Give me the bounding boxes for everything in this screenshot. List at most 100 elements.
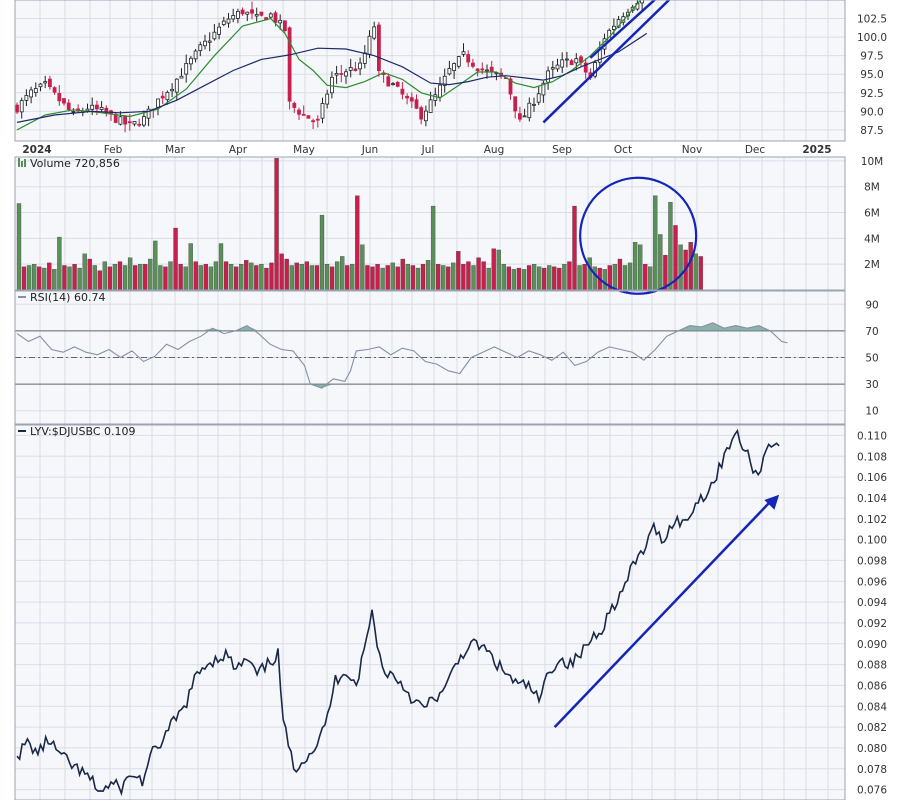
price-candle-body [156,98,160,108]
price-candle-body [391,83,395,86]
price-candle-body [400,88,405,95]
price-candle-body [212,31,217,40]
ratio-line [16,428,780,797]
volume-bar [567,261,572,291]
price-candle-body [184,62,189,75]
price-candle-body [311,120,316,123]
volume-bar [82,253,87,291]
volume-bar [309,265,315,291]
volume-bar [213,261,219,291]
rsi-legend-text: RSI(14) 60.74 [30,291,105,304]
volume-bar [148,258,153,291]
price-candle-body [315,118,320,121]
volume-bar [274,158,279,291]
price-candle-body [560,59,565,68]
volume-bar [92,265,97,291]
price-candle-body [24,95,29,101]
volume-bar [47,262,52,291]
volume-y-tick: 6M [864,208,880,220]
volume-bar [395,266,400,291]
x-axis-label: Oct [614,144,632,156]
price-candle-body [367,35,372,55]
volume-bar [72,264,77,291]
volume-bar [643,264,648,291]
volume-bar [183,266,188,291]
price-candle-body [466,54,471,63]
ratio-y-tick: 0.080 [857,743,887,755]
volume-bar [279,253,284,291]
volume-y-tick: 2M [864,259,880,271]
volume-bar [153,240,158,291]
volume-bar [112,264,118,291]
volume-bar [481,261,486,291]
volume-bar [239,264,244,291]
volume-bar [547,265,552,291]
volume-bar [420,264,426,291]
ratio-trend-arrow-shaft [553,499,773,728]
price-candle-body [438,84,442,98]
volume-bar [57,236,62,291]
price-candle-body [52,87,57,93]
price-candle-body [297,109,301,115]
price-candle-body [325,93,330,105]
ratio-y-tick: 0.084 [857,701,887,713]
volume-bar [552,266,557,291]
price-trend-line [542,0,671,124]
volume-bar [259,264,264,291]
price-candle-body [372,26,377,39]
panel-borders [14,0,846,800]
volume-bar [249,262,254,291]
rsi-overbought-fill [17,322,788,331]
volume-bar [67,266,72,291]
volume-bar [653,195,658,291]
y-axis-ticks: 102.5 100.0 97.5 95.0 92.5 90.0 87.5 10M 8M 6M 4M 2… [857,14,887,797]
volume-bar [173,227,178,291]
volume-bar [254,265,259,291]
price-candle-body [428,99,433,114]
price-candle-body [193,50,198,60]
ratio-y-tick: 0.106 [857,472,887,484]
rsi-y-tick: 90 [865,299,878,311]
volume-bar [521,269,527,291]
price-candle-body [165,91,170,101]
volume-bar [415,267,421,291]
volume-bar [638,244,643,291]
price-candle-body [278,19,283,24]
volume-bar [617,258,623,291]
volume-bar [208,266,214,291]
volume-bar [345,265,350,291]
ratio-plot [16,428,780,797]
ratio-y-tick: 0.088 [857,660,887,672]
x-axis-label: Aug [484,144,505,156]
price-candle-body [522,115,527,118]
ratio-y-tick: 0.094 [857,597,887,609]
volume-bar [299,264,304,291]
volume-y-tick: 4M [864,233,880,245]
x-axis-label: 2025 [802,144,831,156]
rsi-line [16,322,788,389]
volume-bar [668,202,673,291]
volume-bar [132,265,138,291]
volume-bar [264,267,269,291]
price-candle-body [146,108,151,119]
price-candle-body [376,24,381,72]
price-candle-body [405,95,410,99]
volume-bar [143,264,148,291]
volume-bar [456,251,461,291]
volume-bar [269,262,274,291]
price-candle-body [282,20,287,32]
ratio-legend: LYV:$DJUSBC 0.109 [18,425,136,438]
volume-bar [158,265,163,291]
volume-bar [32,264,37,291]
x-axis-label: Mar [165,144,185,156]
volume-bar [698,256,703,291]
ratio-y-tick: 0.096 [857,576,887,588]
price-candle-body [160,95,165,99]
volume-bar [375,264,380,291]
volume-bar [117,261,123,291]
price-candle-body [85,108,90,112]
price-candle-body [38,83,43,88]
volume-bar [390,262,395,291]
price-candle-body [612,25,616,30]
